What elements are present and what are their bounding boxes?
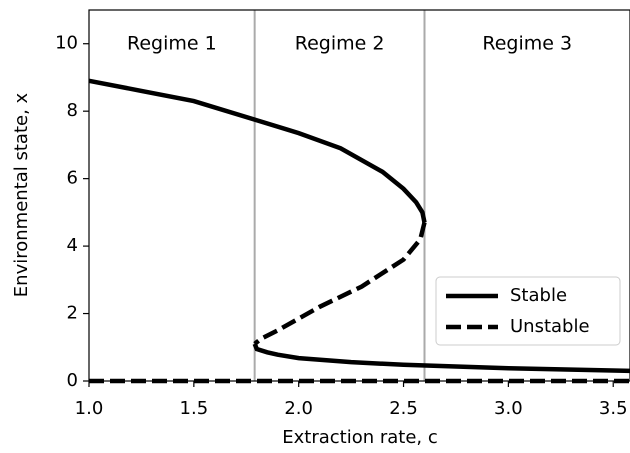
regime-label: Regime 2 <box>295 33 385 55</box>
x-axis-label: Extraction rate, c <box>282 427 438 448</box>
series-line <box>88 78 630 374</box>
legend-label: Unstable <box>510 316 590 337</box>
y-tick-label: 4 <box>67 235 78 256</box>
legend-label: Stable <box>510 285 567 306</box>
x-tick-label: 1.0 <box>75 398 104 419</box>
plot-frame <box>88 9 630 382</box>
y-axis-label: Environmental state, x <box>11 92 32 297</box>
x-tick-label: 3.0 <box>494 398 523 419</box>
x-tick-label: 2.0 <box>284 398 313 419</box>
regime-label: Regime 1 <box>127 33 217 55</box>
x-tick-label: 2.5 <box>389 398 418 419</box>
y-tick-label: 10 <box>55 33 78 54</box>
y-tick-label: 8 <box>67 100 78 121</box>
x-tick-label: 1.5 <box>180 398 209 419</box>
y-tick-label: 2 <box>67 303 78 324</box>
x-tick-label: 3.5 <box>599 398 628 419</box>
y-tick-label: 6 <box>67 168 78 189</box>
regime-label: Regime 3 <box>482 33 572 55</box>
y-tick-label: 0 <box>67 370 78 391</box>
